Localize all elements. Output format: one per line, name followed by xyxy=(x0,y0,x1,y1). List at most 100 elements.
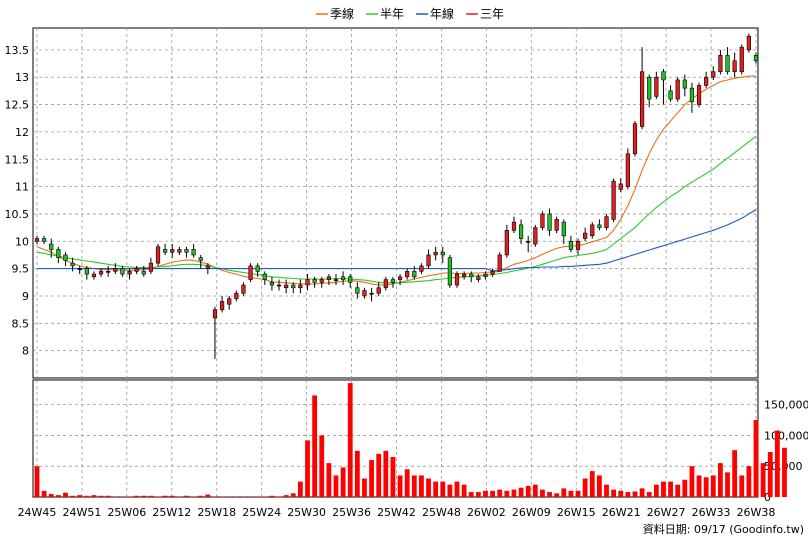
x-tick-label: 25W30 xyxy=(287,506,326,519)
candle-body xyxy=(590,224,595,237)
price-frame xyxy=(32,27,759,379)
candle xyxy=(526,235,531,253)
candle-body xyxy=(462,273,467,278)
candle-body xyxy=(632,123,638,155)
volume-bar xyxy=(219,496,225,497)
volume-bar xyxy=(269,495,275,497)
volume-bar xyxy=(675,484,681,497)
candle-body xyxy=(255,265,260,272)
volume-bar xyxy=(532,484,538,497)
candle-body xyxy=(106,271,111,273)
volume-bar xyxy=(77,495,83,497)
candle-body xyxy=(134,268,139,272)
volume-bar xyxy=(141,495,147,497)
candle-body xyxy=(184,249,189,253)
candle-body xyxy=(312,279,317,283)
candle xyxy=(561,219,566,245)
volume-bar xyxy=(276,496,282,497)
candle-body xyxy=(298,284,303,289)
volume-bar xyxy=(205,494,211,497)
candle xyxy=(511,216,517,234)
candle xyxy=(604,213,609,231)
volume-bar xyxy=(511,489,517,497)
candle xyxy=(91,271,97,280)
candle-body xyxy=(426,254,431,267)
candle-body xyxy=(348,276,353,283)
candle-body xyxy=(234,292,239,300)
candle-body xyxy=(248,265,253,280)
candle xyxy=(718,49,723,75)
candle-body xyxy=(77,268,82,270)
candle xyxy=(348,274,353,288)
candle xyxy=(397,274,403,286)
volume-bar xyxy=(184,495,189,497)
candle xyxy=(106,265,111,277)
candle xyxy=(647,74,652,108)
candle xyxy=(284,279,289,294)
candle-body xyxy=(440,251,445,256)
candle-body xyxy=(42,238,47,242)
candle-body xyxy=(355,287,360,294)
candle xyxy=(682,74,687,97)
candle xyxy=(63,252,68,266)
candle xyxy=(205,263,210,275)
candle-body xyxy=(454,273,460,286)
volume-bar xyxy=(767,452,773,497)
candle xyxy=(504,224,509,258)
volume-bar xyxy=(191,496,197,497)
volume-bar xyxy=(568,490,574,497)
candle xyxy=(497,252,502,272)
volume-bar xyxy=(433,481,439,497)
candle-body xyxy=(241,284,246,294)
candle-body xyxy=(625,153,630,187)
x-tick-label: 26W38 xyxy=(737,506,776,519)
volume-tick-label: 150,000 xyxy=(764,399,808,412)
candle xyxy=(575,238,581,255)
candle-body xyxy=(490,271,495,275)
candle xyxy=(155,244,161,266)
price-tick-label: 12.5 xyxy=(5,99,30,112)
candle xyxy=(412,265,417,280)
candle-body xyxy=(511,221,517,231)
candle xyxy=(163,244,168,255)
candle xyxy=(234,290,239,302)
volume-bar xyxy=(611,489,617,497)
volume-bar xyxy=(746,466,752,497)
candle xyxy=(383,276,388,291)
candle xyxy=(212,306,218,359)
volume-bar xyxy=(84,495,90,497)
candle xyxy=(419,263,424,275)
volume-bar xyxy=(668,481,673,497)
volume-bar xyxy=(710,475,716,497)
candle-body xyxy=(305,279,310,286)
candle xyxy=(704,71,709,89)
volume-bars xyxy=(34,383,787,497)
volume-bar xyxy=(454,481,460,497)
candle-body xyxy=(276,284,282,287)
candle-body xyxy=(618,183,623,190)
candle-body xyxy=(163,249,168,253)
volume-bar xyxy=(411,475,417,497)
candle xyxy=(583,227,588,242)
candle xyxy=(433,246,438,261)
price-tick-label: 10.5 xyxy=(5,208,30,221)
candle-body xyxy=(369,292,374,295)
volume-bar xyxy=(419,475,424,497)
candle-body xyxy=(148,262,154,272)
candle-body xyxy=(141,271,146,275)
x-tick-label: 26W02 xyxy=(467,506,506,519)
candle-body xyxy=(469,273,474,278)
volume-bar xyxy=(696,475,702,497)
volume-bar xyxy=(91,495,97,497)
volume-bar xyxy=(703,477,709,497)
volume-bar xyxy=(333,475,339,497)
candle-body xyxy=(689,87,695,103)
volume-bar xyxy=(554,493,560,497)
volume-bar xyxy=(155,496,161,497)
candle-body xyxy=(604,216,609,228)
legend-label: 三年 xyxy=(480,7,504,21)
volume-bar xyxy=(212,496,218,497)
volume-bar xyxy=(582,478,588,497)
candle xyxy=(675,77,680,102)
